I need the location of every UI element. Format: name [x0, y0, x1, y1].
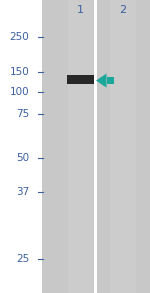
Bar: [94, 0, 97, 293]
Text: 250: 250: [9, 32, 29, 42]
Text: 100: 100: [10, 87, 29, 97]
Text: 1: 1: [77, 5, 84, 15]
Polygon shape: [96, 74, 106, 88]
Text: 37: 37: [16, 187, 29, 197]
Bar: [42, 0, 150, 293]
Text: 75: 75: [16, 109, 29, 119]
Text: 50: 50: [16, 153, 29, 163]
Text: 150: 150: [9, 67, 29, 77]
Text: 2: 2: [119, 5, 127, 15]
Text: 25: 25: [16, 254, 29, 264]
Bar: [106, 77, 114, 84]
Bar: [67, 75, 94, 84]
Bar: [68, 0, 93, 293]
Bar: [110, 0, 136, 293]
